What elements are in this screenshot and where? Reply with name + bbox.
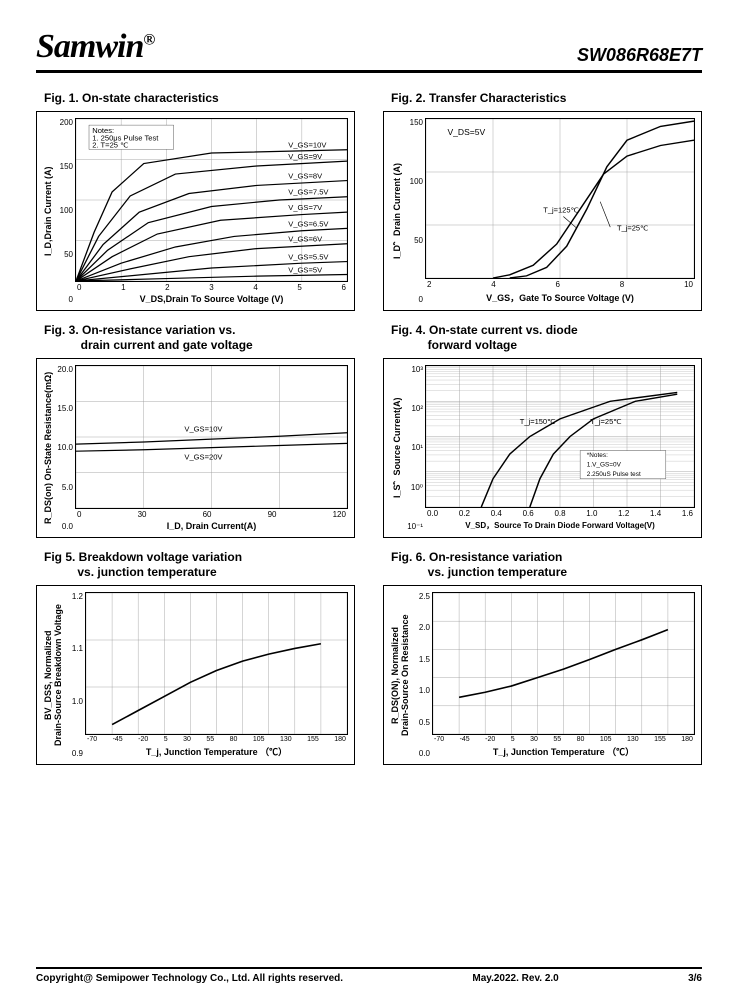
fig1-title: Fig. 1. On-state characteristics xyxy=(44,91,355,107)
fig5-cell: Fig 5. Breakdown voltage variation vs. j… xyxy=(36,544,355,765)
fig3-chart: R_DS(on) On-State Resistance(mΩ) 0.05.01… xyxy=(36,358,355,538)
fig4-cell: Fig. 4. On-state current vs. diode forwa… xyxy=(383,317,702,538)
fig3-title: Fig. 3. On-resistance variation vs. drai… xyxy=(44,323,355,354)
logo: Samwin® xyxy=(36,28,154,66)
footer: Copyright@ Semipower Technology Co., Ltd… xyxy=(36,967,702,984)
svg-text:V_GS=10V: V_GS=10V xyxy=(184,424,222,433)
part-number: SW086R68E7T xyxy=(577,45,702,66)
fig5-plot xyxy=(85,592,348,735)
svg-text:V_GS=6V: V_GS=6V xyxy=(288,235,322,244)
footer-page: 3/6 xyxy=(688,973,702,984)
fig4-title: Fig. 4. On-state current vs. diode forwa… xyxy=(391,323,702,354)
fig3-xlabel: I_D, Drain Current(A) xyxy=(75,521,348,531)
svg-text:1.V_GS=0V: 1.V_GS=0V xyxy=(587,461,622,468)
fig6-xlabel: T_j, Junction Temperature （℃） xyxy=(432,745,695,758)
fig1-chart: I_D,Drain Current (A) 050100150200 Notes… xyxy=(36,111,355,311)
fig2-chart: I_D，Drain Current (A) 050100150 V_DS=5V T… xyxy=(383,111,702,311)
fig4-ylabel: I_S，Source Current(A) xyxy=(390,365,403,531)
fig6-cell: Fig. 6. On-resistance variation vs. junc… xyxy=(383,544,702,765)
datasheet-page: Samwin® SW086R68E7T Fig. 1. On-state cha… xyxy=(0,0,738,1000)
fig1-plot: Notes:1. 250μs Pulse Test2. T=25 ℃V_GS=1… xyxy=(75,118,348,282)
fig2-plot: V_DS=5V T_j=25℃ T_j=125℃ xyxy=(425,118,695,279)
footer-date: May.2022. Rev. 2.0 xyxy=(472,973,558,984)
fig1-xlabel: V_DS,Drain To Source Voltage (V) xyxy=(75,294,348,304)
fig4-xlabel: V_SD，Source To Drain Diode Forward Volta… xyxy=(425,520,695,531)
svg-text:V_GS=9V: V_GS=9V xyxy=(288,152,322,161)
fig6-chart: R_DS(ON), Normalized Drain-Source On Res… xyxy=(383,585,702,765)
fig5-xticks: -70-45-205305580105130155180 xyxy=(85,736,348,743)
fig1-yticks: 050100150200 xyxy=(53,118,75,304)
fig4-yticks: 10⁻¹10⁰10¹10²10³ xyxy=(403,365,425,531)
fig5-yticks: 0.91.01.11.2 xyxy=(63,592,85,758)
svg-text:V_GS=7.5V: V_GS=7.5V xyxy=(288,188,328,197)
fig1-ylabel: I_D,Drain Current (A) xyxy=(43,118,53,304)
fig2-xlabel: V_GS，Gate To Source Voltage (V) xyxy=(425,291,695,304)
svg-text:2. T=25 ℃: 2. T=25 ℃ xyxy=(92,140,128,149)
fig6-yticks: 0.00.51.01.52.02.5 xyxy=(410,592,432,758)
fig5-ylabel: BV_DSS, Normalized Drain-Source Breakdow… xyxy=(43,592,63,758)
fig4-chart: I_S，Source Current(A) 10⁻¹10⁰10¹10²10³ T… xyxy=(383,358,702,538)
svg-text:2.250uS Pulse test: 2.250uS Pulse test xyxy=(587,471,641,478)
svg-text:V_DS=5V: V_DS=5V xyxy=(447,128,485,137)
footer-copyright: Copyright@ Semipower Technology Co., Ltd… xyxy=(36,973,343,984)
svg-text:T_j=25℃: T_j=25℃ xyxy=(590,417,622,426)
svg-text:T_j=125℃: T_j=125℃ xyxy=(543,205,579,214)
fig6-xticks: -70-45-205305580105130155180 xyxy=(432,736,695,743)
fig6-title: Fig. 6. On-resistance variation vs. junc… xyxy=(391,550,702,581)
svg-text:V_GS=8V: V_GS=8V xyxy=(288,171,322,180)
svg-text:V_GS=5.5V: V_GS=5.5V xyxy=(288,252,328,261)
svg-text:V_GS=7V: V_GS=7V xyxy=(288,203,322,212)
fig3-xticks: 0306090120 xyxy=(75,510,348,519)
chart-grid: Fig. 1. On-state characteristics I_D,Dra… xyxy=(36,85,702,765)
fig2-cell: Fig. 2. Transfer Characteristics I_D，Dra… xyxy=(383,85,702,311)
svg-text:V_GS=6.5V: V_GS=6.5V xyxy=(288,219,328,228)
svg-text:*Notes:: *Notes: xyxy=(587,452,608,459)
svg-text:T_j=150℃: T_j=150℃ xyxy=(520,417,556,426)
header: Samwin® SW086R68E7T xyxy=(36,28,702,73)
svg-text:V_GS=5V: V_GS=5V xyxy=(288,265,322,274)
fig1-xticks: 0123456 xyxy=(75,283,348,292)
fig4-xticks: 0.00.20.40.60.81.01.21.41.6 xyxy=(425,509,695,518)
fig3-ylabel: R_DS(on) On-State Resistance(mΩ) xyxy=(43,365,53,531)
fig3-plot: V_GS=10V V_GS=20V xyxy=(75,365,348,509)
fig2-title: Fig. 2. Transfer Characteristics xyxy=(391,91,702,107)
fig5-chart: BV_DSS, Normalized Drain-Source Breakdow… xyxy=(36,585,355,765)
fig5-title: Fig 5. Breakdown voltage variation vs. j… xyxy=(44,550,355,581)
fig5-xlabel: T_j, Junction Temperature （℃） xyxy=(85,745,348,758)
fig3-cell: Fig. 3. On-resistance variation vs. drai… xyxy=(36,317,355,538)
fig4-plot: T_j=150℃ T_j=25℃ *Notes: 1.V_GS=0V 2.250uS P… xyxy=(425,365,695,508)
svg-text:V_GS=10V: V_GS=10V xyxy=(288,141,326,150)
fig2-ylabel: I_D，Drain Current (A) xyxy=(390,118,403,304)
fig1-cell: Fig. 1. On-state characteristics I_D,Dra… xyxy=(36,85,355,311)
fig2-xticks: 246810 xyxy=(425,280,695,289)
svg-text:T_j=25℃: T_j=25℃ xyxy=(617,223,649,232)
fig6-ylabel: R_DS(ON), Normalized Drain-Source On Res… xyxy=(390,592,410,758)
svg-text:V_GS=20V: V_GS=20V xyxy=(184,453,222,462)
fig2-yticks: 050100150 xyxy=(403,118,425,304)
fig6-plot xyxy=(432,592,695,735)
fig3-yticks: 0.05.010.015.020.0 xyxy=(53,365,75,531)
